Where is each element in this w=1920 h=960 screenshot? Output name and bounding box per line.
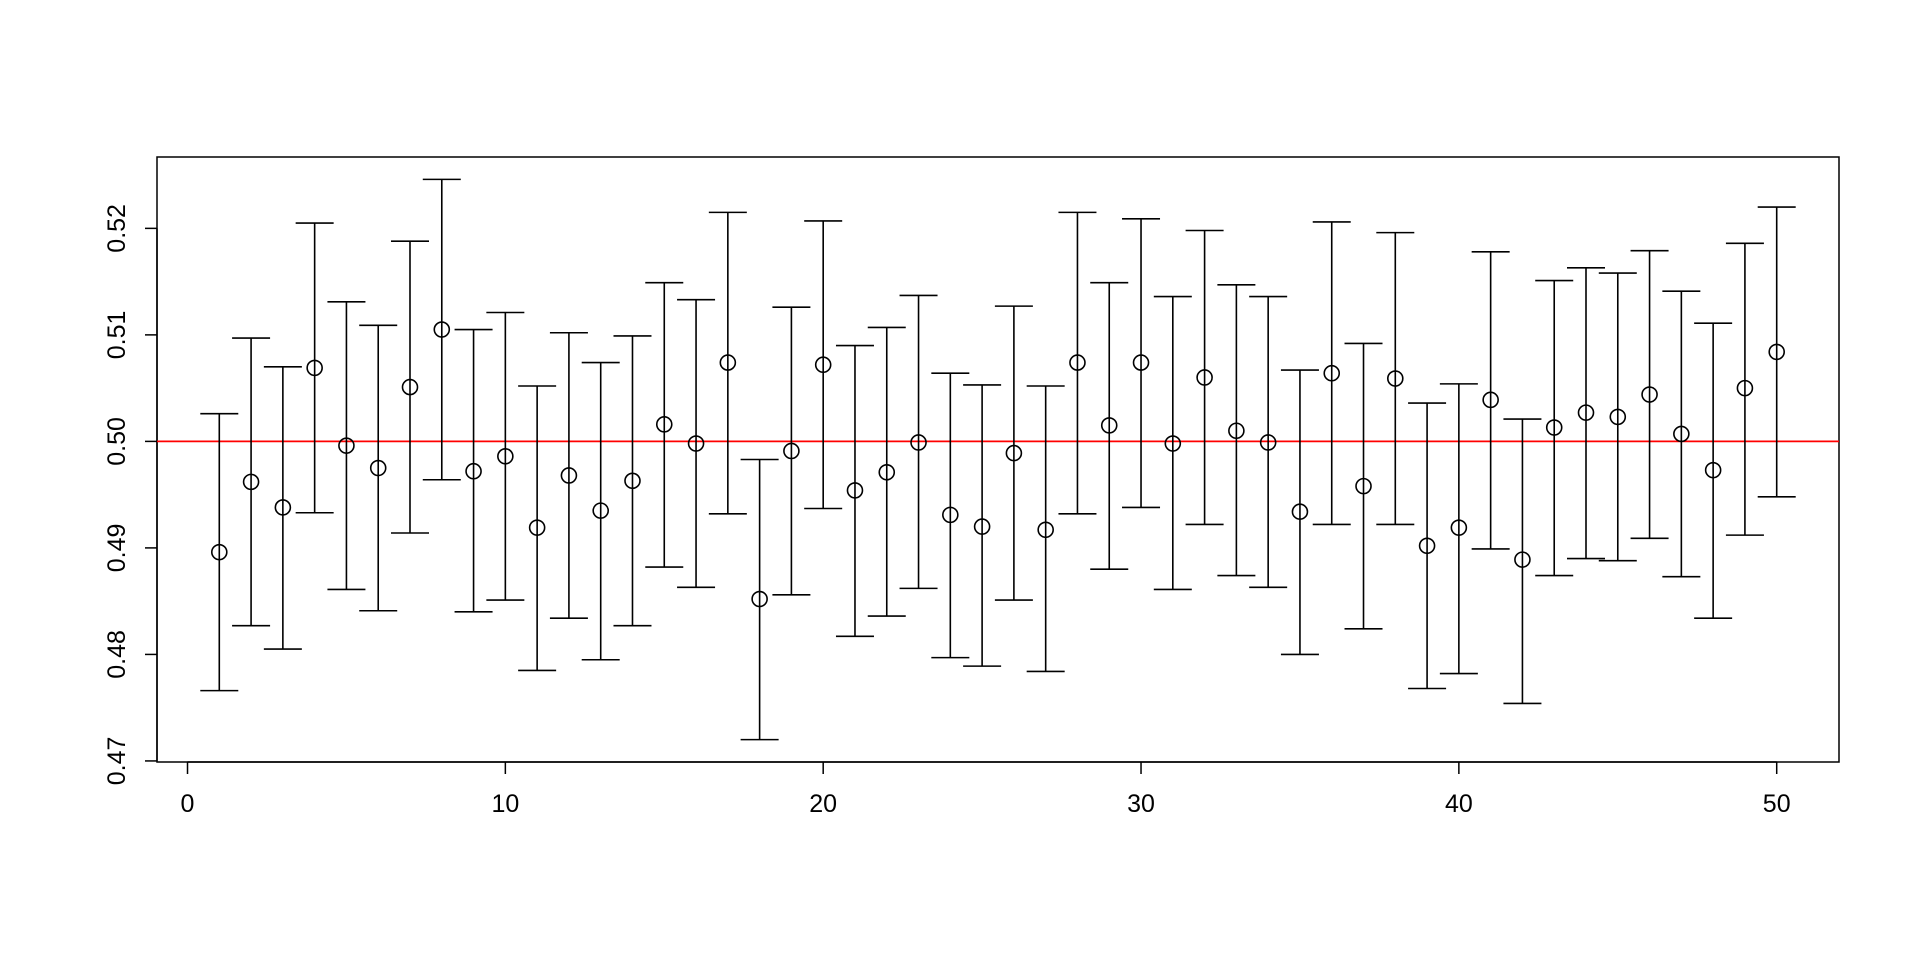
data-point — [1196, 369, 1213, 386]
y-tick-label: 0.51 — [103, 311, 131, 360]
data-point — [624, 472, 641, 490]
data-point — [1323, 364, 1341, 382]
x-tick-label: 20 — [809, 790, 837, 818]
data-point — [942, 506, 959, 524]
data-point — [401, 378, 419, 396]
data-point — [369, 459, 387, 477]
data-point — [528, 519, 546, 536]
x-tick-label: 0 — [181, 790, 195, 818]
data-point — [210, 543, 228, 561]
data-point — [1100, 417, 1118, 434]
data-point — [1386, 370, 1404, 387]
x-tick-label: 10 — [491, 790, 519, 818]
data-point — [497, 448, 514, 465]
data-point — [1514, 551, 1531, 568]
data-point — [1768, 343, 1786, 361]
data-point — [814, 356, 832, 374]
data-point — [1355, 477, 1372, 495]
data-point — [306, 359, 323, 377]
data-point — [1291, 503, 1309, 520]
x-tick-label: 30 — [1127, 790, 1155, 818]
data-point — [592, 502, 610, 519]
data-point — [1704, 461, 1722, 479]
data-point — [1164, 435, 1182, 452]
data-point — [1450, 519, 1468, 536]
x-tick-label: 40 — [1445, 790, 1473, 818]
data-point — [878, 463, 896, 481]
data-point — [465, 462, 482, 480]
data-point — [1259, 434, 1277, 451]
data-point — [1069, 354, 1086, 371]
data-point — [1641, 386, 1658, 403]
data-point — [1736, 379, 1754, 397]
y-axis: 0.47 0.48 0.49 0.50 0.51 0.52 — [103, 204, 158, 786]
data-point — [1482, 391, 1499, 409]
y-tick-label: 0.49 — [103, 524, 131, 573]
data-point — [687, 435, 705, 452]
y-tick-label: 0.50 — [103, 417, 131, 466]
data-point — [338, 437, 355, 454]
data-point — [1005, 444, 1023, 462]
data-point — [1418, 537, 1436, 555]
data-point — [655, 416, 673, 433]
data-point — [560, 467, 578, 484]
data-point — [783, 442, 800, 460]
data-point — [910, 434, 927, 451]
data-marks — [157, 178, 1839, 741]
data-point — [719, 354, 737, 371]
y-tick-label: 0.47 — [103, 737, 131, 786]
data-point — [1609, 408, 1627, 426]
data-point — [1228, 422, 1245, 440]
data-point — [242, 473, 260, 491]
data-point — [1545, 419, 1563, 436]
data-point — [274, 499, 292, 516]
x-tick-label: 50 — [1763, 790, 1791, 818]
data-point — [1577, 404, 1595, 421]
data-point — [973, 518, 991, 535]
data-point — [1132, 354, 1150, 371]
x-axis: 0 10 20 30 40 50 — [181, 761, 1791, 818]
data-point — [751, 590, 768, 608]
data-point — [1673, 425, 1690, 443]
data-point — [1037, 521, 1054, 539]
y-tick-label: 0.52 — [103, 204, 131, 253]
data-point — [846, 482, 864, 499]
data-point — [433, 321, 451, 338]
y-tick-label: 0.48 — [103, 630, 131, 679]
